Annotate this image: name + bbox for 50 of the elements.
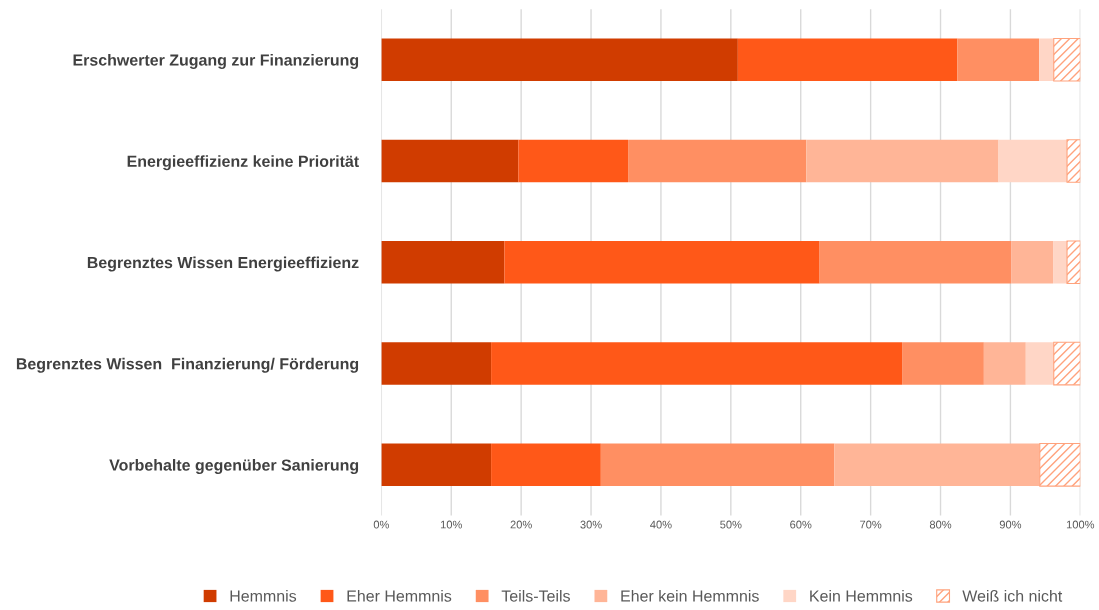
bar xyxy=(1011,241,1054,284)
legend-label: Weiß ich nicht xyxy=(962,589,1063,602)
bar xyxy=(381,241,505,284)
bar xyxy=(902,342,984,385)
bar xyxy=(1053,37,1081,82)
bar xyxy=(1066,240,1081,285)
x-tick-label: 80% xyxy=(929,520,952,529)
y-tick-label: Energieeffizienz keine Priorität xyxy=(127,155,359,171)
legend-label: Teils-Teils xyxy=(501,589,570,602)
legend-label: Kein Hemmnis xyxy=(810,589,913,602)
bar xyxy=(381,342,492,385)
bar xyxy=(806,139,999,183)
y-tick-label: Begrenztes Wissen Energieeffizienz xyxy=(87,256,359,272)
legend-label: Eher kein Hemmnis xyxy=(621,589,759,602)
bar xyxy=(381,38,738,82)
bar xyxy=(491,342,903,385)
x-tick-label: 50% xyxy=(720,520,742,529)
bar xyxy=(628,139,807,183)
x-tick-label: 20% xyxy=(510,520,532,529)
bar xyxy=(1053,241,1068,284)
y-tick-label: Vorbehalte gegenüber Sanierung xyxy=(109,459,359,474)
y-tick-label: Begrenztes Wissen Finanzierung/ Förderung xyxy=(16,357,359,373)
bar xyxy=(1039,38,1054,82)
bar xyxy=(504,241,820,284)
bar xyxy=(983,342,1026,385)
x-tick-label: 100% xyxy=(1066,520,1095,529)
bar xyxy=(518,139,629,183)
bar xyxy=(737,38,958,82)
x-tick-label: 0% xyxy=(373,520,389,529)
legend-label: Hemmnis xyxy=(230,589,297,602)
bar xyxy=(998,139,1068,183)
x-tick-label: 70% xyxy=(860,520,882,529)
x-tick-label: 30% xyxy=(580,520,602,529)
x-tick-label: 90% xyxy=(999,520,1022,529)
bar xyxy=(381,139,519,183)
bar xyxy=(1066,139,1081,183)
bar xyxy=(1025,342,1054,385)
bar xyxy=(491,443,601,487)
bar xyxy=(957,38,1040,82)
x-tick-label: 40% xyxy=(650,520,672,529)
bar xyxy=(1039,443,1081,487)
legend-label: Eher Hemmnis xyxy=(347,589,452,602)
x-tick-label: 60% xyxy=(790,520,812,529)
bar xyxy=(1053,341,1081,386)
bar xyxy=(381,443,492,487)
bar xyxy=(600,443,835,487)
bar xyxy=(819,241,1012,284)
bar xyxy=(834,443,1040,487)
x-tick-label: 10% xyxy=(440,520,462,529)
y-tick-label: Erschwerter Zugang zur Finanzierung xyxy=(73,53,359,69)
